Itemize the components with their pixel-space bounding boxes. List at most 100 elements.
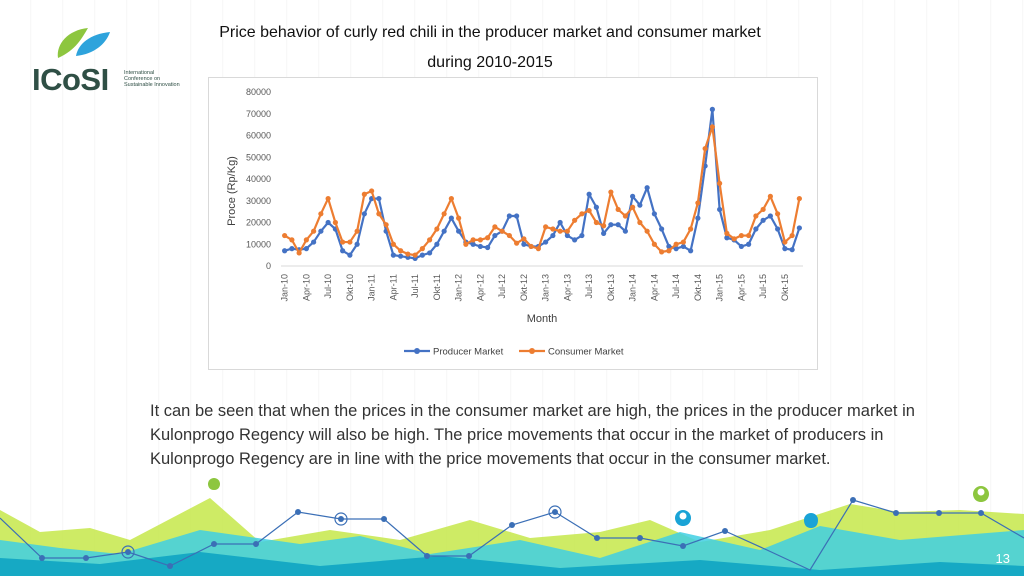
location-pin-icon	[208, 478, 220, 490]
footer-decoration	[0, 478, 1024, 576]
data-point	[340, 248, 346, 254]
data-point	[782, 239, 788, 245]
data-point	[717, 206, 723, 213]
data-point	[499, 228, 505, 234]
data-point	[369, 188, 375, 194]
data-point	[579, 211, 585, 217]
data-point	[651, 211, 657, 217]
y-tick-label: 0	[266, 261, 271, 271]
x-tick-label: Jan-11	[367, 274, 377, 301]
data-point	[673, 246, 679, 252]
data-point	[390, 241, 396, 247]
y-tick-label: 70000	[246, 109, 271, 119]
data-point	[622, 228, 628, 234]
data-point	[767, 213, 773, 219]
data-point	[738, 243, 744, 250]
x-tick-label: Apr-13	[562, 274, 572, 301]
logo-wordmark: ICoSI	[32, 62, 109, 97]
data-point	[738, 232, 744, 239]
data-point	[412, 252, 418, 258]
data-point	[796, 225, 802, 231]
data-point	[702, 145, 708, 152]
data-point	[630, 204, 636, 210]
data-point	[601, 230, 607, 236]
data-point	[354, 241, 360, 247]
data-point	[318, 211, 324, 217]
data-point	[608, 189, 614, 195]
y-tick-label: 80000	[246, 87, 271, 97]
x-tick-label: Okt-14	[693, 274, 703, 301]
y-tick-label: 60000	[246, 131, 271, 141]
data-point	[448, 195, 454, 202]
data-point	[325, 195, 331, 202]
data-point	[535, 246, 541, 252]
data-point	[644, 185, 650, 191]
data-point	[760, 217, 766, 223]
data-point	[630, 193, 636, 199]
data-point	[434, 241, 440, 247]
data-point	[550, 232, 556, 239]
data-point	[775, 211, 781, 217]
x-tick-label: Apr-15	[736, 274, 746, 301]
data-point	[361, 191, 367, 197]
x-tick-label: Apr-14	[649, 274, 659, 301]
data-point	[688, 226, 694, 232]
data-point	[347, 252, 353, 258]
legend-swatch-marker	[529, 348, 535, 354]
data-point	[753, 226, 759, 232]
data-point	[318, 228, 324, 234]
data-point	[427, 250, 433, 256]
data-point	[673, 241, 679, 247]
data-point	[521, 241, 527, 247]
data-point	[528, 243, 534, 250]
data-point	[666, 243, 672, 250]
data-point	[680, 243, 686, 250]
data-point	[303, 246, 309, 252]
y-tick-label: 10000	[246, 239, 271, 249]
data-point	[659, 226, 665, 232]
data-point	[651, 241, 657, 247]
data-point	[586, 207, 592, 214]
location-pin-icon	[804, 513, 818, 528]
x-tick-label: Jul-10	[323, 274, 333, 299]
data-point	[506, 232, 512, 239]
data-point	[427, 237, 433, 243]
data-point	[615, 222, 621, 228]
line-chart: 0 10000 20000 30000 40000 50000 60000 70000 8000…	[226, 87, 803, 358]
data-point	[550, 226, 556, 232]
x-tick-label: Apr-11	[388, 274, 398, 300]
data-point	[782, 246, 788, 252]
icosi-logo: ICoSI International Conference on Sustai…	[26, 26, 180, 106]
data-point	[506, 213, 512, 219]
data-point	[398, 253, 404, 259]
data-point	[282, 248, 288, 254]
data-point	[622, 213, 628, 219]
x-tick-label: Apr-12	[475, 274, 485, 301]
data-point	[564, 232, 570, 239]
data-point	[303, 237, 309, 243]
data-point	[340, 239, 346, 245]
data-point	[724, 235, 730, 241]
x-tick-label: Jul-12	[497, 274, 507, 299]
data-point	[746, 241, 752, 247]
chart-container: 0 10000 20000 30000 40000 50000 60000 70000 8000…	[208, 77, 818, 370]
data-point	[485, 235, 491, 241]
x-tick-label: Jan-10	[280, 274, 290, 302]
data-point	[470, 241, 476, 247]
data-point	[557, 219, 563, 226]
x-tick-label: Okt-15	[780, 274, 790, 301]
data-point	[456, 215, 462, 221]
data-point	[448, 215, 454, 221]
data-point	[434, 226, 440, 232]
data-point	[492, 232, 498, 239]
data-point	[390, 252, 396, 258]
data-point	[637, 202, 643, 208]
x-tick-label: Jan-14	[628, 274, 638, 302]
data-point	[731, 236, 737, 242]
data-point	[753, 213, 759, 219]
data-point	[579, 232, 585, 239]
data-point	[441, 211, 447, 217]
data-point	[666, 248, 672, 254]
data-point	[789, 247, 795, 253]
data-point	[572, 237, 578, 243]
